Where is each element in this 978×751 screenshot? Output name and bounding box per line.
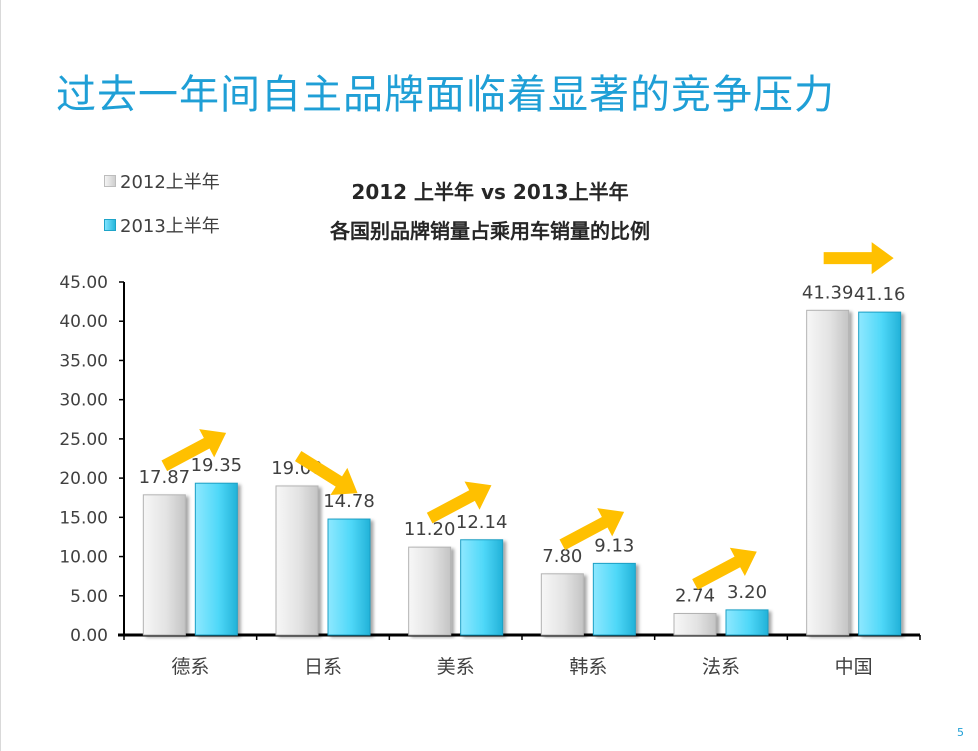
trend-arrow-icon (161, 429, 227, 472)
y-tick-label: 15.00 (59, 508, 108, 528)
y-tick-label: 40.00 (59, 312, 108, 332)
trend-arrow-icon (559, 508, 625, 551)
trend-arrow-shape (692, 547, 757, 590)
bar-2013 (725, 609, 769, 636)
bar-2013 (460, 539, 504, 636)
trend-arrow-icon (692, 547, 757, 590)
data-label: 14.78 (323, 491, 375, 512)
trend-arrow-shape (161, 429, 227, 472)
page-number: 5 (957, 726, 964, 739)
y-tick-label: 20.00 (59, 469, 108, 489)
y-tick-label: 5.00 (70, 587, 108, 607)
bar-2012 (673, 613, 717, 636)
bar-2012 (540, 573, 584, 636)
data-label: 2.74 (675, 586, 715, 607)
trend-arrow-icon (823, 242, 894, 275)
y-tick-label: 35.00 (59, 351, 108, 371)
bar-2013 (327, 518, 371, 636)
data-label: 19.35 (191, 455, 243, 476)
data-label: 12.14 (456, 512, 508, 533)
y-tick-label: 25.00 (59, 430, 108, 450)
bar-2013 (592, 562, 636, 636)
legend-label-2013: 2013上半年 (120, 216, 220, 237)
y-tick-label: 45.00 (59, 273, 108, 293)
data-label: 41.39 (802, 282, 854, 303)
legend-label-2012: 2012上半年 (120, 172, 220, 193)
data-label: 17.87 (139, 467, 191, 488)
bar-2012 (408, 546, 452, 636)
chart-title: 2012 上半年 vs 2013上半年 (351, 180, 629, 204)
trend-arrow-shape (559, 508, 625, 551)
data-label: 9.13 (594, 535, 634, 556)
legend-swatch-2013 (104, 219, 116, 231)
data-label: 7.80 (542, 546, 582, 567)
left-border (0, 0, 1, 751)
bar-2013 (858, 311, 902, 636)
trend-arrow-icon (426, 481, 492, 524)
bar-2012 (142, 494, 186, 636)
x-tick-label: 韩系 (569, 656, 607, 678)
data-label: 3.20 (727, 582, 767, 603)
y-tick-label: 30.00 (59, 391, 108, 411)
chart-subtitle: 各国别品牌销量占乘用车销量的比例 (330, 219, 650, 243)
x-tick-label: 日系 (304, 656, 342, 678)
trend-arrow-shape (823, 242, 894, 275)
x-tick-label: 德系 (171, 656, 209, 678)
data-label: 41.16 (854, 284, 906, 305)
bar-2013 (194, 482, 238, 636)
legend-swatch-2012 (104, 175, 116, 187)
trend-arrow-shape (426, 481, 492, 524)
legend-item-2013: 2013上半年 (104, 212, 220, 238)
legend-item-2012: 2012上半年 (104, 168, 220, 194)
chart-legend: 2012上半年 2013上半年 (104, 168, 220, 256)
x-tick-label: 法系 (702, 656, 740, 678)
y-tick-label: 10.00 (59, 548, 108, 568)
bar-2012 (806, 309, 850, 636)
trend-arrow-icon (294, 450, 358, 496)
bar-2012 (275, 485, 319, 636)
trend-arrow-shape (294, 450, 358, 496)
y-tick-label: 0.00 (70, 626, 108, 646)
x-tick-label: 美系 (437, 656, 475, 678)
data-label: 11.20 (404, 519, 456, 540)
x-tick-label: 中国 (835, 656, 873, 678)
slide-title: 过去一年间自主品牌面临着显著的竞争压力 (56, 72, 835, 118)
